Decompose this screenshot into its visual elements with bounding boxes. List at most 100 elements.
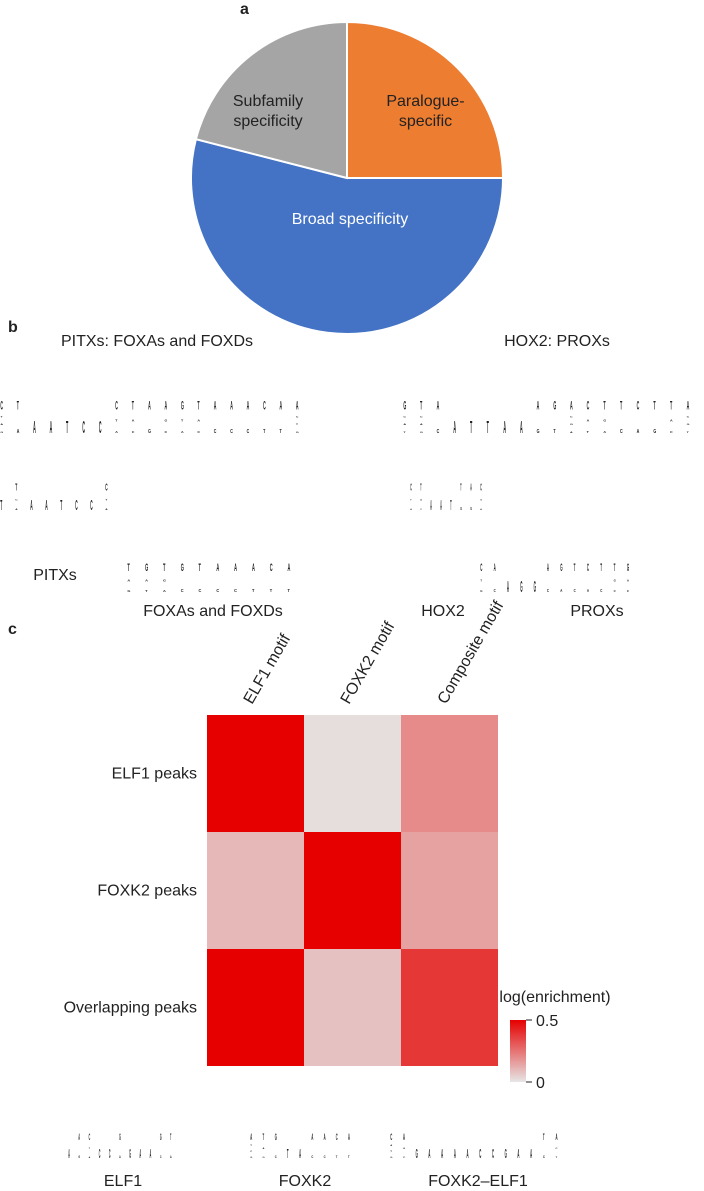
- logo-letter: T: [420, 399, 422, 413]
- logo-label: FOXAs and FOXDs: [143, 603, 283, 620]
- slice-label: Broad specificity: [291, 211, 409, 228]
- logo-letter: C: [132, 431, 135, 434]
- logo-letter: T: [487, 418, 489, 437]
- logo-letter: C: [15, 498, 17, 501]
- logo-letter: C: [600, 587, 602, 593]
- logo-letter: A: [234, 562, 237, 574]
- logo-letter: A: [247, 399, 250, 413]
- logo-letter: C: [90, 499, 93, 514]
- logo-letter: G: [420, 431, 424, 433]
- logo-letter: A: [163, 590, 167, 593]
- logo-letter: G: [78, 1154, 80, 1159]
- logo-letter: A: [627, 579, 629, 582]
- logo-letter: T: [279, 428, 281, 434]
- logo-letter: G: [296, 431, 300, 433]
- logo-letter: C: [494, 587, 496, 593]
- logo-letter: A: [132, 419, 135, 422]
- logo-letter: A: [15, 508, 17, 511]
- logo-letter: G: [480, 589, 482, 592]
- logo-letter: C: [115, 399, 118, 413]
- logo-letter: A: [252, 562, 255, 574]
- logo-letter: G: [181, 399, 184, 413]
- logo-letter: T: [603, 399, 605, 413]
- logo-letter: A: [216, 562, 219, 574]
- logo-label: FOXK2–ELF1: [428, 1173, 528, 1190]
- logo-letter: A: [470, 481, 472, 493]
- logo-letter: C: [479, 1147, 481, 1162]
- logo-letter: T: [556, 1156, 558, 1158]
- heatmap-cell: [401, 715, 498, 832]
- logo-letter: A: [17, 428, 20, 434]
- logo-letter: C: [99, 1147, 101, 1162]
- logo-letter: T: [127, 562, 129, 574]
- slice-label: Subfamily specificity: [232, 93, 304, 130]
- slice-label: Paralogue-specific: [386, 93, 465, 130]
- logo-letter: T: [480, 579, 482, 582]
- logo-letter: C: [587, 561, 589, 573]
- logo-letter: A: [296, 399, 299, 413]
- logo-letter: C: [0, 399, 3, 413]
- logo-letter: T: [653, 399, 655, 413]
- logo-label: HOX2: [421, 603, 465, 620]
- heatmap-cell: [304, 715, 401, 832]
- logo-letter: C: [263, 399, 266, 413]
- logo-letter: G: [505, 1147, 507, 1162]
- logo-letter: C: [75, 499, 78, 514]
- logo-letter: A: [537, 399, 540, 413]
- logo-letter: A: [262, 1147, 264, 1150]
- logo-letter: C: [480, 561, 482, 573]
- logo-letter: T: [336, 1154, 338, 1159]
- column-label: ELF1 motif: [241, 631, 295, 707]
- logo-letter: G: [687, 423, 691, 425]
- logo-letter: A: [517, 1147, 519, 1162]
- heatmap-cell: [207, 715, 304, 832]
- logo-letter: A: [454, 1147, 456, 1162]
- logo-letter: A: [170, 1154, 172, 1159]
- logo-letter: A: [687, 399, 690, 413]
- logo-letter: A: [560, 587, 562, 593]
- logo-letter: G: [145, 562, 148, 574]
- logo-letter: C: [403, 1156, 405, 1158]
- logo-label: PITXs: [33, 567, 77, 584]
- logo-letter: G: [163, 579, 167, 582]
- logo-label: ELF1: [104, 1173, 142, 1190]
- logo-letter: A: [145, 579, 149, 582]
- logo-letter: C: [637, 399, 640, 413]
- logo-letter: A: [410, 508, 412, 511]
- logo-letter: C: [614, 589, 616, 592]
- logo-label: PROXs: [570, 603, 623, 620]
- logo-letter: A: [403, 1133, 405, 1142]
- logo-letter: A: [556, 1133, 558, 1142]
- logo-letter: T: [296, 423, 299, 425]
- logo-letter: A: [430, 499, 432, 514]
- logo-letter: G: [553, 399, 556, 413]
- logo-letter: A: [105, 508, 107, 511]
- heatmap-cell: [207, 949, 304, 1066]
- row-label: ELF1 peaks: [112, 766, 197, 783]
- logo-letter: A: [299, 1147, 301, 1162]
- logo-letter: G: [480, 499, 482, 501]
- logo-letter: C: [420, 416, 423, 418]
- logo-letter: C: [165, 431, 168, 434]
- logo-letter: A: [530, 1147, 532, 1162]
- logo-letter: G: [390, 1157, 393, 1158]
- logo-letter: T: [250, 1145, 253, 1146]
- logo-letter: G: [127, 590, 131, 593]
- panel-label: c: [8, 621, 17, 638]
- logo-letter: C: [199, 588, 202, 593]
- logo-letter: T: [614, 561, 616, 573]
- logo-letter: C: [197, 431, 200, 434]
- logo-letter: C: [324, 1154, 326, 1159]
- logo-letter: A: [33, 418, 36, 437]
- logo-letter: A: [437, 399, 440, 413]
- row-label: Overlapping peaks: [64, 1000, 197, 1017]
- logo-letter: A: [587, 587, 589, 593]
- logo-letter: T: [0, 416, 3, 418]
- logo-letter: G: [614, 579, 616, 582]
- logo-letter: A: [127, 579, 131, 582]
- logo-letter: T: [181, 419, 183, 422]
- logo-letter: T: [287, 1147, 289, 1162]
- heatmap-cell: [207, 832, 304, 949]
- logo-letter: C: [275, 1154, 277, 1159]
